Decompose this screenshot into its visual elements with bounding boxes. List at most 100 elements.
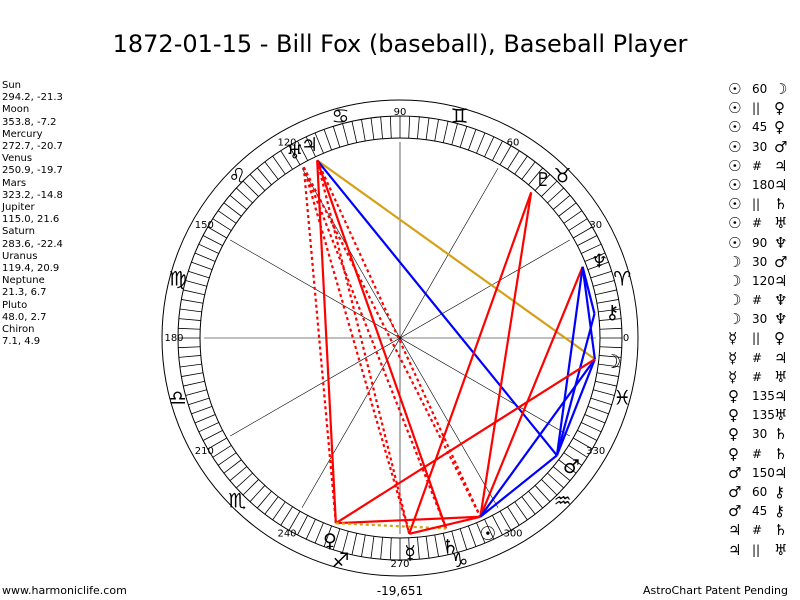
degree-tick bbox=[491, 515, 503, 536]
degree-tick bbox=[587, 261, 609, 270]
degree-tick bbox=[484, 519, 495, 540]
degree-tick bbox=[179, 308, 202, 313]
planet-coords-venus: 250.9, -19.7 bbox=[2, 165, 63, 177]
aspect-symbol: 135 bbox=[752, 408, 775, 423]
planet-name-moon: Moon bbox=[2, 104, 30, 116]
aspect-planet-1: ☉ bbox=[728, 195, 742, 214]
footer-website: www.harmoniclife.com bbox=[2, 584, 127, 597]
aspect-planet-1: ♂ bbox=[728, 482, 742, 501]
aspect-line-jupiter-sun bbox=[316, 159, 482, 518]
aspect-planet-2: ⚷ bbox=[774, 482, 785, 501]
aspect-planet-1: ☿ bbox=[728, 329, 738, 348]
aspect-planet-1: ☉ bbox=[728, 214, 742, 233]
degree-tick bbox=[297, 140, 309, 161]
aspect-symbol: 120 bbox=[752, 273, 775, 288]
aspect-row: ☉ || ♄ bbox=[728, 195, 794, 214]
degree-tick bbox=[434, 119, 439, 142]
neptune-icon: ♆ bbox=[591, 250, 608, 272]
aspect-planet-2: ♆ bbox=[774, 233, 788, 252]
mercury-icon: ☿ bbox=[404, 542, 416, 564]
planet-name-uranus: Uranus bbox=[2, 250, 38, 262]
aspect-row: ☽ 120 ♃ bbox=[728, 272, 794, 291]
aspect-planet-2: ♂ bbox=[774, 252, 788, 271]
zodiac-pisces-icon: ♓ bbox=[613, 386, 631, 410]
aspect-symbol: 30 bbox=[752, 427, 768, 442]
aspect-row: ☉ 45 ♀ bbox=[728, 118, 794, 137]
aspect-planet-2: ♀ bbox=[774, 329, 785, 348]
degree-tick bbox=[451, 531, 458, 553]
venus-icon: ♀ bbox=[323, 530, 337, 552]
zodiac-aries-icon: ♈ bbox=[613, 266, 631, 290]
aspect-planet-2: ♆ bbox=[774, 291, 788, 310]
aspect-row: ♀ 135 ♃ bbox=[728, 387, 794, 406]
degree-tick bbox=[389, 116, 392, 139]
degree-tick bbox=[459, 528, 468, 550]
moon-icon: ☽ bbox=[604, 351, 621, 373]
aspect-row: ♀ 135 ♅ bbox=[728, 406, 794, 425]
aspect-line-neptune-sun bbox=[479, 266, 584, 518]
degree-tick bbox=[534, 485, 551, 502]
degree-tick bbox=[528, 490, 544, 509]
degree-tick bbox=[459, 126, 468, 148]
aspect-planet-1: ☉ bbox=[728, 156, 742, 175]
aspect-symbol: 45 bbox=[752, 504, 768, 519]
aspect-symbol: || bbox=[752, 101, 761, 116]
aspect-planet-2: ♃ bbox=[774, 175, 788, 194]
aspect-line-mars-sun bbox=[479, 454, 558, 518]
degree-tick bbox=[351, 121, 358, 143]
aspect-row: ♀ # ♄ bbox=[728, 445, 794, 464]
degree-tick bbox=[595, 380, 617, 387]
aspect-line-venus-saturn bbox=[335, 522, 447, 530]
degree-tick bbox=[191, 261, 213, 270]
degree-tick bbox=[521, 161, 536, 180]
aspect-symbol: 60 bbox=[752, 82, 768, 96]
zodiac-taurus-icon: ♉ bbox=[554, 163, 572, 187]
degree-tick bbox=[417, 537, 420, 560]
degree-tick bbox=[236, 472, 253, 489]
aspect-row: ☉ 60 ☽ bbox=[728, 80, 794, 99]
aspect-planet-1: ☉ bbox=[728, 175, 742, 194]
degree-tick bbox=[577, 235, 598, 247]
aspect-planet-1: ♂ bbox=[728, 463, 742, 482]
planet-coords-sun: 294.2, -21.3 bbox=[2, 92, 63, 104]
degree-tick bbox=[178, 355, 201, 358]
degree-tick bbox=[499, 145, 512, 165]
degree-tick bbox=[380, 537, 383, 560]
degree-tick bbox=[305, 519, 316, 540]
aspect-symbol: 30 bbox=[752, 254, 768, 269]
degree-tick bbox=[323, 525, 332, 547]
degree-tick bbox=[599, 355, 622, 358]
degree-tick bbox=[573, 437, 593, 450]
degree-tick bbox=[229, 194, 248, 210]
degree-tick bbox=[288, 145, 301, 165]
aspect-planet-1: ☉ bbox=[728, 118, 742, 137]
degree-tick bbox=[408, 116, 411, 139]
jupiter-icon: ♃ bbox=[301, 134, 318, 156]
aspect-planet-1: ☿ bbox=[728, 367, 738, 386]
aspect-planet-2: ♄ bbox=[774, 195, 788, 214]
aspect-symbol: # bbox=[752, 293, 763, 308]
degree-label: 30 bbox=[589, 220, 602, 231]
aspect-line-jupiter-mars bbox=[316, 159, 558, 457]
zodiac-sagittarius-icon: ♐ bbox=[332, 548, 350, 572]
degree-label: 270 bbox=[390, 559, 409, 570]
degree-tick bbox=[468, 129, 477, 151]
degree-tick bbox=[256, 490, 272, 509]
planet-name-mercury: Mercury bbox=[2, 128, 43, 140]
degree-tick bbox=[417, 116, 420, 139]
degree-label: 150 bbox=[195, 220, 214, 231]
degree-tick bbox=[476, 132, 486, 154]
planet-name-jupiter: Jupiter bbox=[2, 202, 35, 214]
planet-name-sun: Sun bbox=[2, 80, 22, 91]
degree-tick bbox=[547, 472, 564, 489]
degree-tick bbox=[323, 129, 332, 151]
aspect-line-neptune-moon bbox=[581, 266, 596, 360]
degree-tick bbox=[194, 252, 216, 262]
zodiac-aquarius-icon: ♒ bbox=[554, 489, 572, 513]
degree-tick bbox=[599, 346, 622, 349]
aspect-planet-2: ♄ bbox=[774, 425, 788, 444]
degree-tick bbox=[370, 536, 375, 559]
saturn-icon: ♄ bbox=[442, 536, 459, 558]
aspect-row: ☉ # ♅ bbox=[728, 214, 794, 233]
